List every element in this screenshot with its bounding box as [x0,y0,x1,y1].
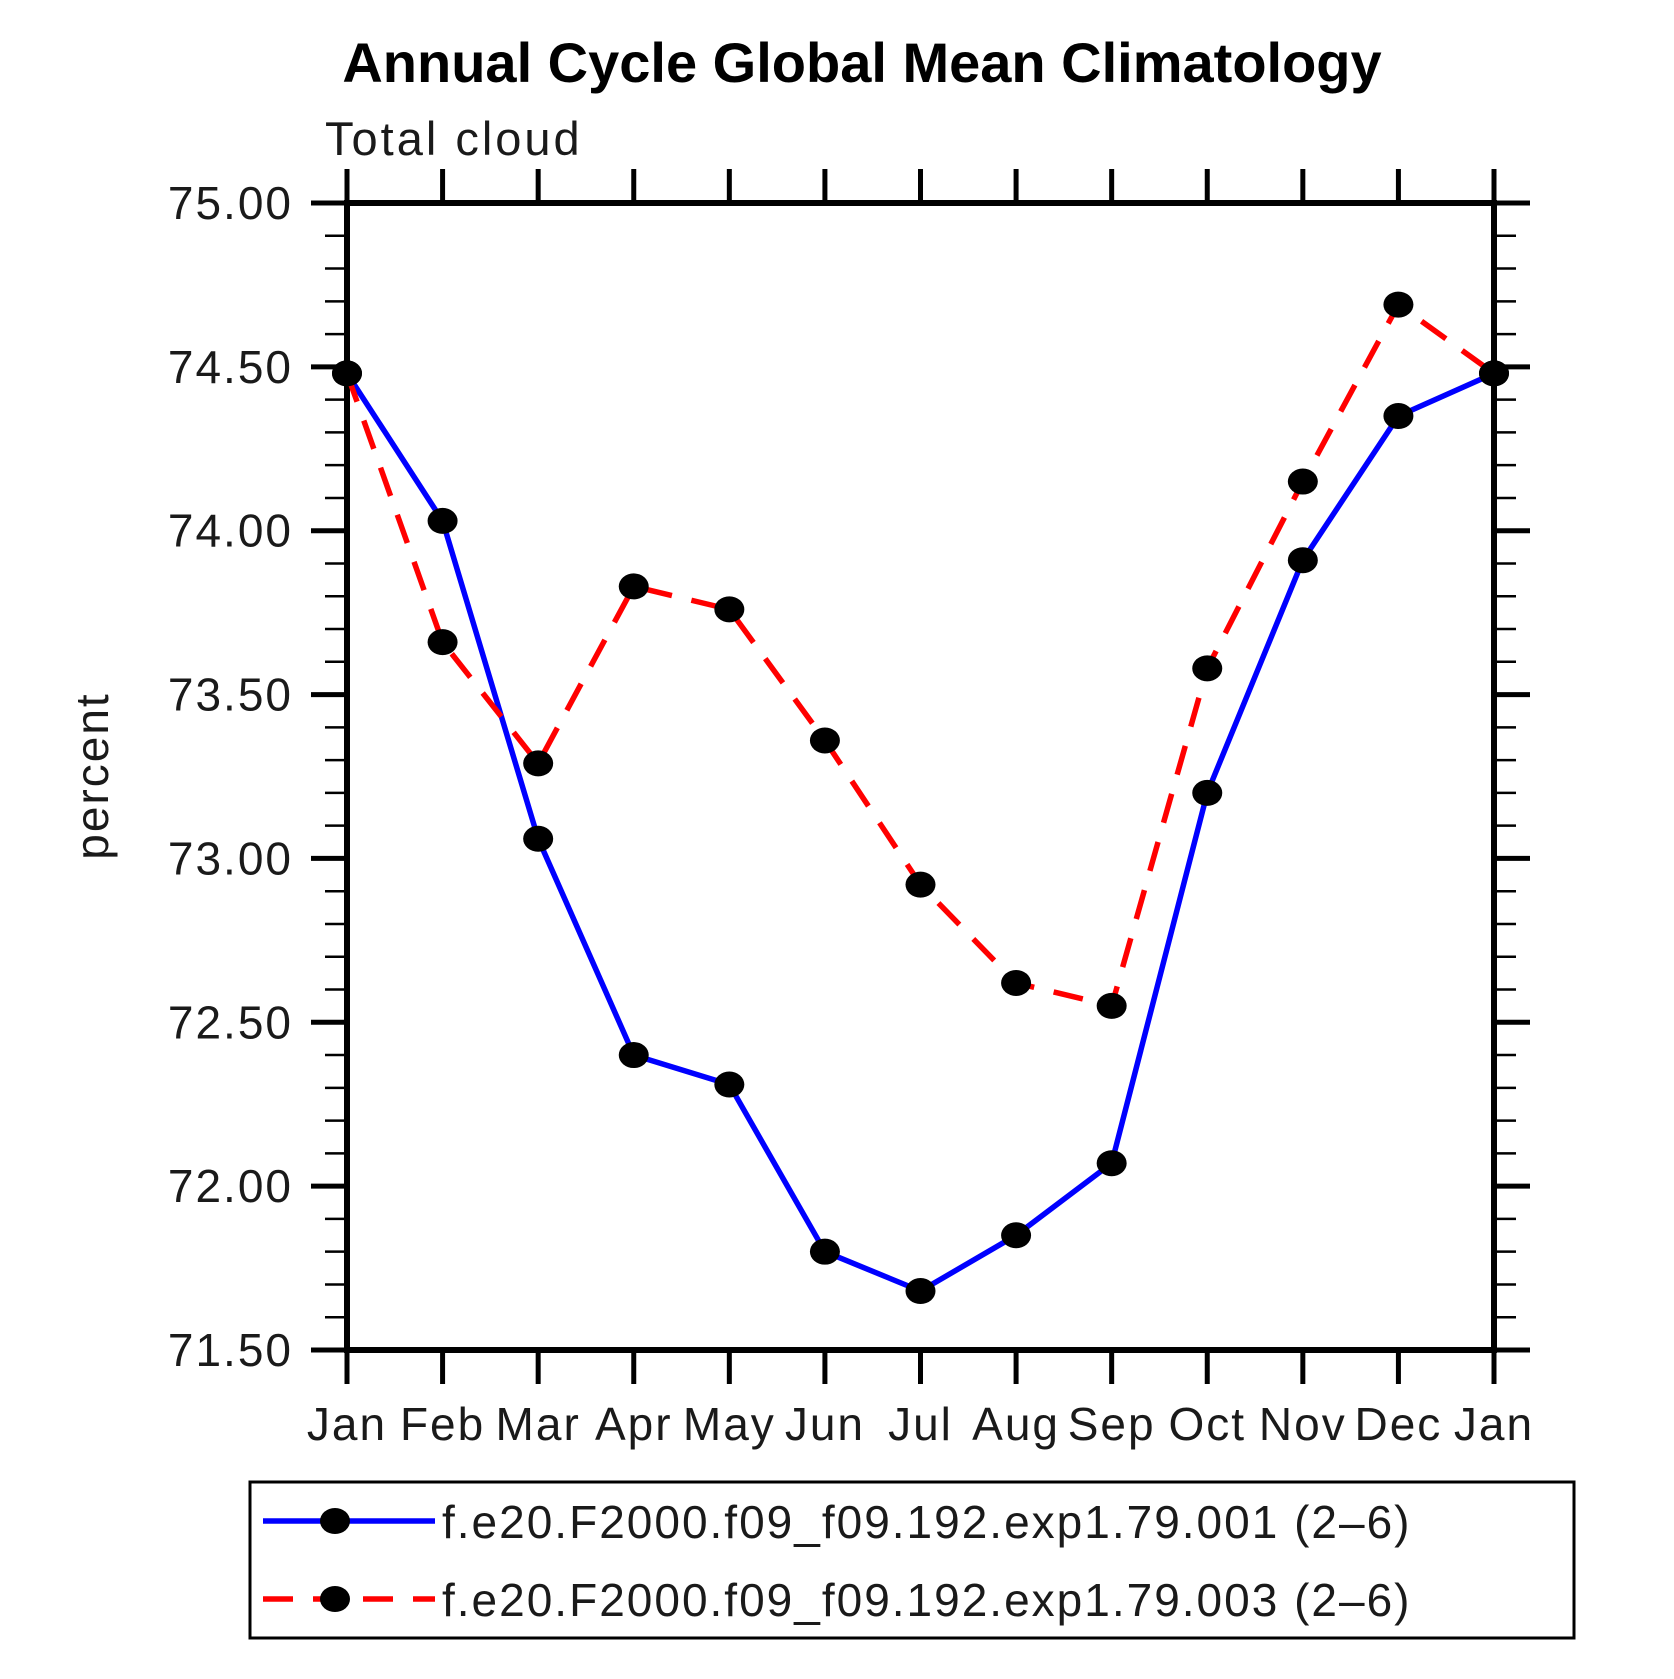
y-tick-label: 74.00 [168,505,293,557]
chart-subtitle: Total cloud [325,112,583,165]
x-tick-label: Nov [1259,1398,1347,1450]
series-line-0 [344,370,1496,1294]
data-point-marker [1096,1150,1127,1177]
x-tick-label: Aug [972,1398,1060,1450]
x-tick-label: Apr [595,1398,673,1450]
data-point-marker [809,727,840,754]
x-tick-label: Sep [1068,1398,1156,1450]
legend-marker [320,1508,350,1534]
x-tick-label: Jun [785,1398,865,1450]
x-tick-label: Dec [1355,1398,1443,1450]
data-point-marker [714,1071,745,1098]
data-point-marker [1001,969,1032,996]
x-tick-label: Mar [496,1398,581,1450]
data-point-marker [1192,655,1223,682]
data-point-marker [427,507,458,534]
data-point-marker [1192,779,1223,806]
data-point-marker [905,871,936,898]
chart-title: Annual Cycle Global Mean Climatology [342,31,1381,94]
x-tick-label: Jan [1454,1398,1534,1450]
data-point-marker [905,1278,936,1305]
x-tick-label: Jul [888,1398,953,1450]
y-tick-label: 74.50 [168,341,293,393]
legend-label-0: f.e20.F2000.f09_f09.192.exp1.79.001 (2–6… [442,1496,1411,1548]
data-point-marker [427,629,458,656]
x-axis-ticks: Jan Feb Mar Apr May Jun Jul Aug Sep Oct Nov Dec Jan [307,169,1534,1450]
y-tick-label: 72.50 [168,996,293,1048]
data-point-marker [1287,468,1318,495]
x-tick-label: Jan [307,1398,387,1450]
legend-marker [320,1586,350,1612]
data-point-marker [332,360,362,387]
data-point-marker [618,1042,649,1069]
y-tick-label: 72.00 [168,1160,293,1212]
y-tick-label: 75.00 [168,177,293,229]
data-point-marker [1479,360,1509,387]
y-tick-label: 73.50 [168,669,293,721]
y-tick-label: 71.50 [168,1324,293,1376]
data-point-marker [809,1238,840,1265]
data-point-marker [618,573,649,600]
data-point-marker [1001,1222,1032,1249]
data-point-marker [714,596,745,623]
data-point-marker [523,750,554,777]
y-axis-ticks: 71.50 72.00 72.50 73.00 73.50 74.00 74.50 75.00 [168,177,1530,1376]
legend: f.e20.F2000.f09_f09.192.exp1.79.001 (2–6… [248,1480,1576,1640]
data-point-marker [1383,291,1414,318]
series-line-1 [344,301,1496,1009]
x-tick-label: May [683,1398,776,1450]
legend-box [248,1480,1576,1640]
x-tick-label: Oct [1168,1398,1246,1450]
data-point-marker [1287,547,1318,574]
data-series [332,291,1509,1305]
x-tick-label: Feb [400,1398,485,1450]
legend-label-1: f.e20.F2000.f09_f09.192.exp1.79.003 (2–6… [442,1574,1411,1626]
data-point-marker [1096,992,1127,1019]
data-point-marker [523,825,554,852]
data-point-marker [1383,403,1414,430]
y-tick-label: 73.00 [168,832,293,884]
y-axis-title: percent [66,692,118,859]
